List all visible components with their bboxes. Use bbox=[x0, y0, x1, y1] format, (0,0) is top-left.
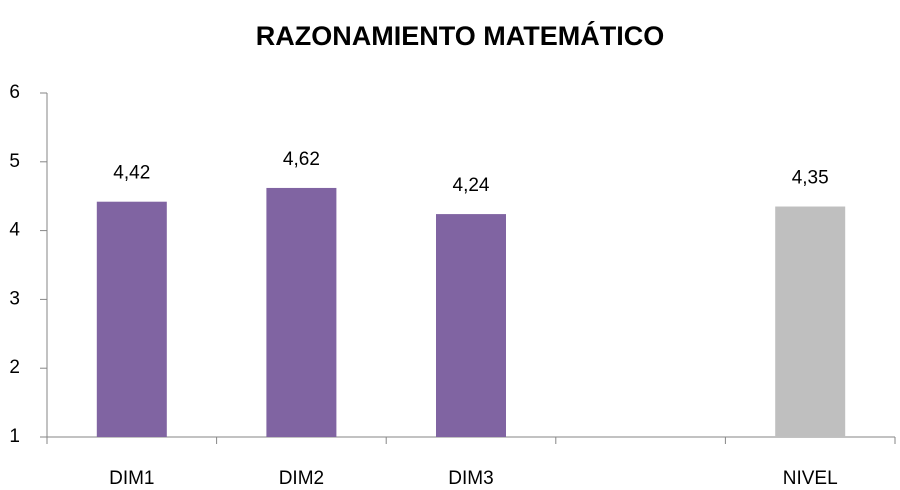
bar bbox=[266, 187, 337, 437]
data-label: 4,24 bbox=[453, 175, 490, 196]
x-tick-label: DIM2 bbox=[279, 468, 324, 489]
bar bbox=[96, 201, 167, 437]
y-tick-label: 2 bbox=[9, 357, 20, 378]
y-tick-label: 3 bbox=[9, 288, 20, 309]
x-tick-label: DIM3 bbox=[448, 468, 493, 489]
bar bbox=[436, 214, 506, 437]
data-label: 4,62 bbox=[283, 149, 320, 170]
data-label: 4,35 bbox=[792, 168, 829, 189]
y-tick-label: 1 bbox=[9, 426, 20, 447]
chart-title: RAZONAMIENTO MATEMÁTICO bbox=[256, 20, 664, 51]
y-tick-label: 6 bbox=[9, 82, 20, 103]
bar bbox=[775, 206, 846, 437]
x-tick-label: NIVEL bbox=[783, 468, 838, 489]
y-tick-label: 4 bbox=[9, 220, 20, 241]
x-tick-label: DIM1 bbox=[109, 468, 154, 489]
data-label: 4,42 bbox=[113, 163, 150, 184]
y-tick-label: 5 bbox=[9, 151, 20, 172]
